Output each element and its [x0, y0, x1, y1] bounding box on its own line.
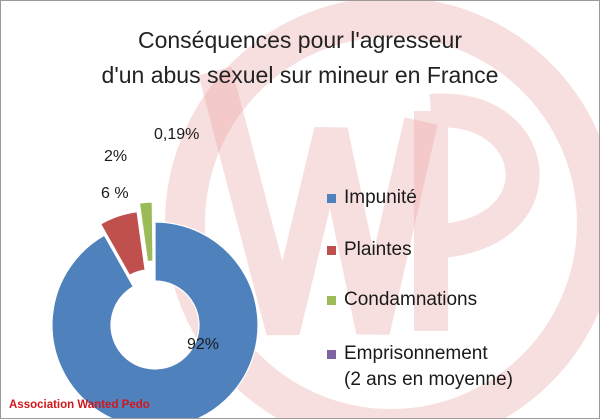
- slice-label-4: 0,19%: [154, 126, 199, 143]
- legend-swatch: [327, 246, 336, 255]
- legend-label: Plaintes: [344, 239, 412, 260]
- brand-label: Association Wanted Pedo: [9, 399, 150, 411]
- title-line-2: d'un abus sexuel sur mineur en France: [101, 62, 499, 88]
- legend-swatch: [327, 296, 336, 305]
- slice-label-1: 92%: [187, 336, 219, 353]
- legend-label: Condamnations: [344, 289, 478, 310]
- legend-swatch: [327, 350, 336, 359]
- legend-label: Emprisonnement (2 ans en moyenne): [344, 343, 513, 390]
- chart-title: Conséquences pour l'agresseur d'un abus …: [1, 23, 599, 93]
- legend-swatch: [327, 194, 336, 203]
- donut-slice-2: [99, 210, 146, 277]
- donut-slice-1: [51, 221, 259, 418]
- donut-slice-4: [153, 195, 156, 256]
- title-line-1: Conséquences pour l'agresseur: [137, 27, 463, 53]
- donut-slice-3: [138, 201, 154, 263]
- legend-label: Impunité: [344, 187, 417, 208]
- slice-label-3: 2%: [104, 148, 127, 165]
- slice-label-2: 6 %: [101, 185, 129, 202]
